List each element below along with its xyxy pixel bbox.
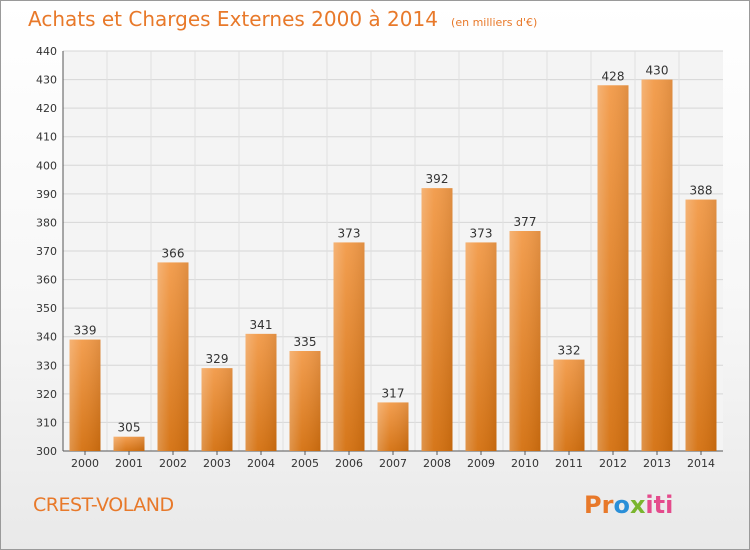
x-tick-label: 2003 [203, 457, 231, 470]
x-tick-label: 2013 [643, 457, 671, 470]
y-tick-label: 440 [36, 45, 57, 58]
bar-value-label: 430 [646, 64, 669, 78]
x-tick-label: 2008 [423, 457, 451, 470]
y-tick-label: 420 [36, 102, 57, 115]
bar-value-label: 339 [74, 324, 97, 338]
x-tick-label: 2004 [247, 457, 275, 470]
bar-value-label: 377 [514, 215, 537, 229]
chart-title-text: Achats et Charges Externes 2000 à 2014 [28, 7, 438, 31]
bar-value-label: 317 [382, 386, 405, 400]
y-tick-label: 330 [36, 359, 57, 372]
bar-value-label: 329 [206, 352, 229, 366]
bar-value-label: 341 [250, 318, 273, 332]
x-tick-label: 2006 [335, 457, 363, 470]
bars-layer: 339 305 366 329 341 335 373 317 392 373 377 332 428 4… [69, 64, 717, 452]
y-tick-label: 300 [36, 445, 57, 458]
bar-shine [333, 242, 365, 451]
bar-shine [465, 242, 497, 451]
y-tick-label: 400 [36, 159, 57, 172]
bar-shine [553, 359, 585, 451]
y-tick-label: 340 [36, 331, 57, 344]
commune-name: CREST-VOLAND [33, 494, 174, 516]
x-tick-label: 2010 [511, 457, 539, 470]
x-tick-label: 2005 [291, 457, 319, 470]
bar-value-label: 392 [426, 172, 449, 186]
bar-value-label: 335 [294, 335, 317, 349]
chart-subtitle: (en milliers d'€) [451, 16, 538, 29]
x-tick-label: 2007 [379, 457, 407, 470]
y-tick-label: 410 [36, 131, 57, 144]
bar-shine [289, 351, 321, 451]
proxiti-logo: Proxiti [584, 491, 673, 519]
bar-shine [69, 339, 101, 451]
x-tick-label: 2000 [71, 457, 99, 470]
bar-value-label: 305 [118, 421, 141, 435]
y-tick-label: 350 [36, 302, 57, 315]
bar-shine [245, 333, 277, 451]
bar-value-label: 388 [690, 184, 713, 198]
axis-layer: 300 310 320 330 340 350 360 370 380 390 400 410 420 4… [36, 45, 723, 470]
x-tick-label: 2012 [599, 457, 627, 470]
y-tick-label: 360 [36, 274, 57, 287]
bar-shine [597, 85, 629, 452]
bar-shine [377, 402, 409, 451]
bar-shine [157, 262, 189, 451]
y-tick-label: 320 [36, 388, 57, 401]
y-tick-label: 390 [36, 188, 57, 201]
bar-shine [421, 188, 453, 451]
x-tick-label: 2011 [555, 457, 583, 470]
logo-part: Pr [584, 491, 614, 519]
y-tick-label: 380 [36, 216, 57, 229]
y-tick-label: 310 [36, 416, 57, 429]
bar-value-label: 373 [338, 226, 361, 240]
bar-shine [113, 436, 145, 451]
bar-value-label: 373 [470, 226, 493, 240]
x-tick-label: 2014 [687, 457, 715, 470]
bar-value-label: 332 [558, 344, 581, 358]
chart-title: Achats et Charges Externes 2000 à 2014 (… [28, 7, 537, 31]
bar-shine [641, 79, 673, 452]
bar-shine [201, 368, 233, 451]
x-tick-label: 2001 [115, 457, 143, 470]
bar-shine [685, 199, 717, 451]
bar-value-label: 428 [602, 69, 625, 83]
y-tick-label: 430 [36, 74, 57, 87]
logo-part: x [629, 491, 646, 519]
bar-shine [509, 231, 541, 451]
bar-value-label: 366 [162, 246, 185, 260]
x-tick-label: 2002 [159, 457, 187, 470]
y-tick-label: 370 [36, 245, 57, 258]
x-tick-label: 2009 [467, 457, 495, 470]
logo-part: iti [645, 491, 674, 519]
logo-part: o [613, 491, 630, 519]
